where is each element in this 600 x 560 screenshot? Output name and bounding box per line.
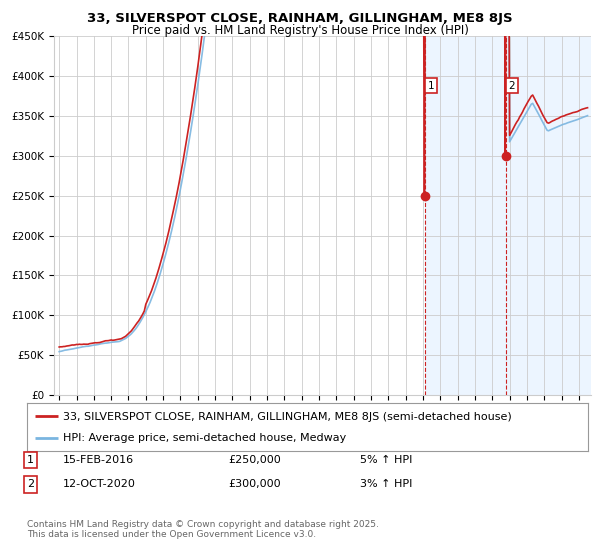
Text: HPI: Average price, semi-detached house, Medway: HPI: Average price, semi-detached house,… (64, 433, 347, 444)
Text: 3% ↑ HPI: 3% ↑ HPI (360, 479, 412, 489)
Text: £250,000: £250,000 (228, 455, 281, 465)
Text: 2: 2 (27, 479, 34, 489)
Text: Price paid vs. HM Land Registry's House Price Index (HPI): Price paid vs. HM Land Registry's House … (131, 24, 469, 37)
Bar (425, 36, 596, 395)
Text: 5% ↑ HPI: 5% ↑ HPI (360, 455, 412, 465)
Text: 15-FEB-2016: 15-FEB-2016 (63, 455, 134, 465)
Text: £300,000: £300,000 (228, 479, 281, 489)
Text: 1: 1 (428, 81, 434, 91)
Text: Contains HM Land Registry data © Crown copyright and database right 2025.
This d: Contains HM Land Registry data © Crown c… (27, 520, 379, 539)
Text: 12-OCT-2020: 12-OCT-2020 (63, 479, 136, 489)
Text: 2: 2 (509, 81, 515, 91)
Text: 33, SILVERSPOT CLOSE, RAINHAM, GILLINGHAM, ME8 8JS (semi-detached house): 33, SILVERSPOT CLOSE, RAINHAM, GILLINGHA… (64, 412, 512, 422)
Text: 1: 1 (27, 455, 34, 465)
Text: 33, SILVERSPOT CLOSE, RAINHAM, GILLINGHAM, ME8 8JS: 33, SILVERSPOT CLOSE, RAINHAM, GILLINGHA… (87, 12, 513, 25)
